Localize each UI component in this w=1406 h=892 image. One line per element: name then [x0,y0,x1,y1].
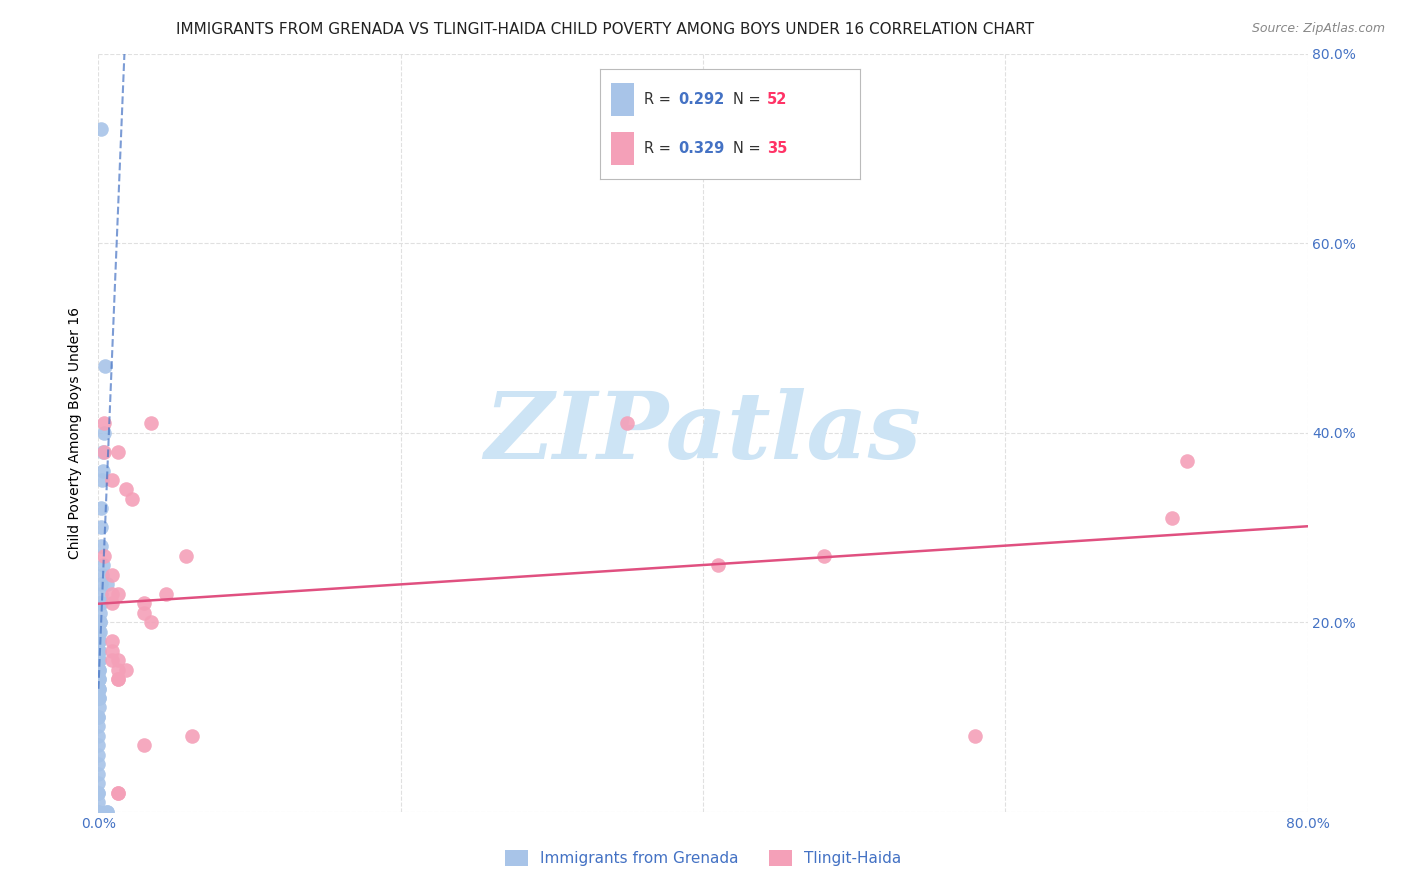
Point [87,663,110,677]
Point [114,483,136,497]
Point [107,653,129,667]
Y-axis label: Child Poverty Among Boys Under 16: Child Poverty Among Boys Under 16 [69,307,83,558]
Point [101,567,124,582]
Point [93,425,115,440]
Point [89,634,111,648]
Point [91,464,114,478]
Point [91,567,114,582]
Point [101,643,124,657]
Point [87,786,110,800]
Legend: Immigrants from Grenada, Tlingit-Haida: Immigrants from Grenada, Tlingit-Haida [499,844,907,872]
Point [89,615,111,630]
Point [174,549,197,563]
Point [107,786,129,800]
Point [107,672,129,686]
Point [107,672,129,686]
Point [87,729,110,743]
Point [813,549,835,563]
Point [87,747,110,762]
Point [616,416,638,430]
Point [87,653,110,667]
Point [87,776,110,790]
Point [87,757,110,772]
Point [87,786,110,800]
Point [94,359,117,374]
Point [87,663,110,677]
Point [90,501,112,516]
Point [89,634,111,648]
Point [141,416,163,430]
Point [101,587,124,601]
Point [89,615,111,630]
Point [90,596,112,610]
Point [707,558,730,573]
Point [89,606,111,620]
Point [1175,454,1198,468]
Point [93,549,115,563]
Point [91,558,114,573]
Point [87,805,110,819]
Point [87,691,110,706]
Point [101,596,124,610]
Point [87,767,110,781]
Point [96,805,118,819]
Point [107,444,129,458]
Point [181,729,204,743]
Point [87,672,110,686]
Point [91,444,114,458]
Point [91,473,114,487]
Point [96,577,118,591]
Point [107,663,129,677]
Point [89,624,111,639]
Point [101,634,124,648]
Point [132,739,155,753]
Point [90,520,112,534]
Point [90,539,112,553]
Point [87,681,110,696]
Point [114,663,136,677]
Point [101,473,124,487]
Point [87,691,110,706]
Point [87,805,110,819]
Point [90,577,112,591]
Point [107,786,129,800]
Point [87,681,110,696]
Point [93,444,115,458]
Point [87,653,110,667]
Point [87,710,110,724]
Point [87,710,110,724]
Point [87,795,110,809]
Point [132,606,155,620]
Point [93,416,115,430]
Point [89,596,111,610]
Point [101,653,124,667]
Point [89,643,111,657]
Point [87,739,110,753]
Point [87,719,110,733]
Point [121,491,143,506]
Text: Source: ZipAtlas.com: Source: ZipAtlas.com [1251,22,1385,36]
Point [1160,511,1182,525]
Text: IMMIGRANTS FROM GRENADA VS TLINGIT-HAIDA CHILD POVERTY AMONG BOYS UNDER 16 CORRE: IMMIGRANTS FROM GRENADA VS TLINGIT-HAIDA… [176,22,1033,37]
Point [132,596,155,610]
Point [87,643,110,657]
Point [965,729,987,743]
Point [90,122,112,136]
Point [87,700,110,714]
Point [90,587,112,601]
Point [141,615,163,630]
Point [87,672,110,686]
Point [107,587,129,601]
Point [89,624,111,639]
Text: ZIPatlas: ZIPatlas [485,388,921,477]
Point [155,587,177,601]
Point [96,805,118,819]
